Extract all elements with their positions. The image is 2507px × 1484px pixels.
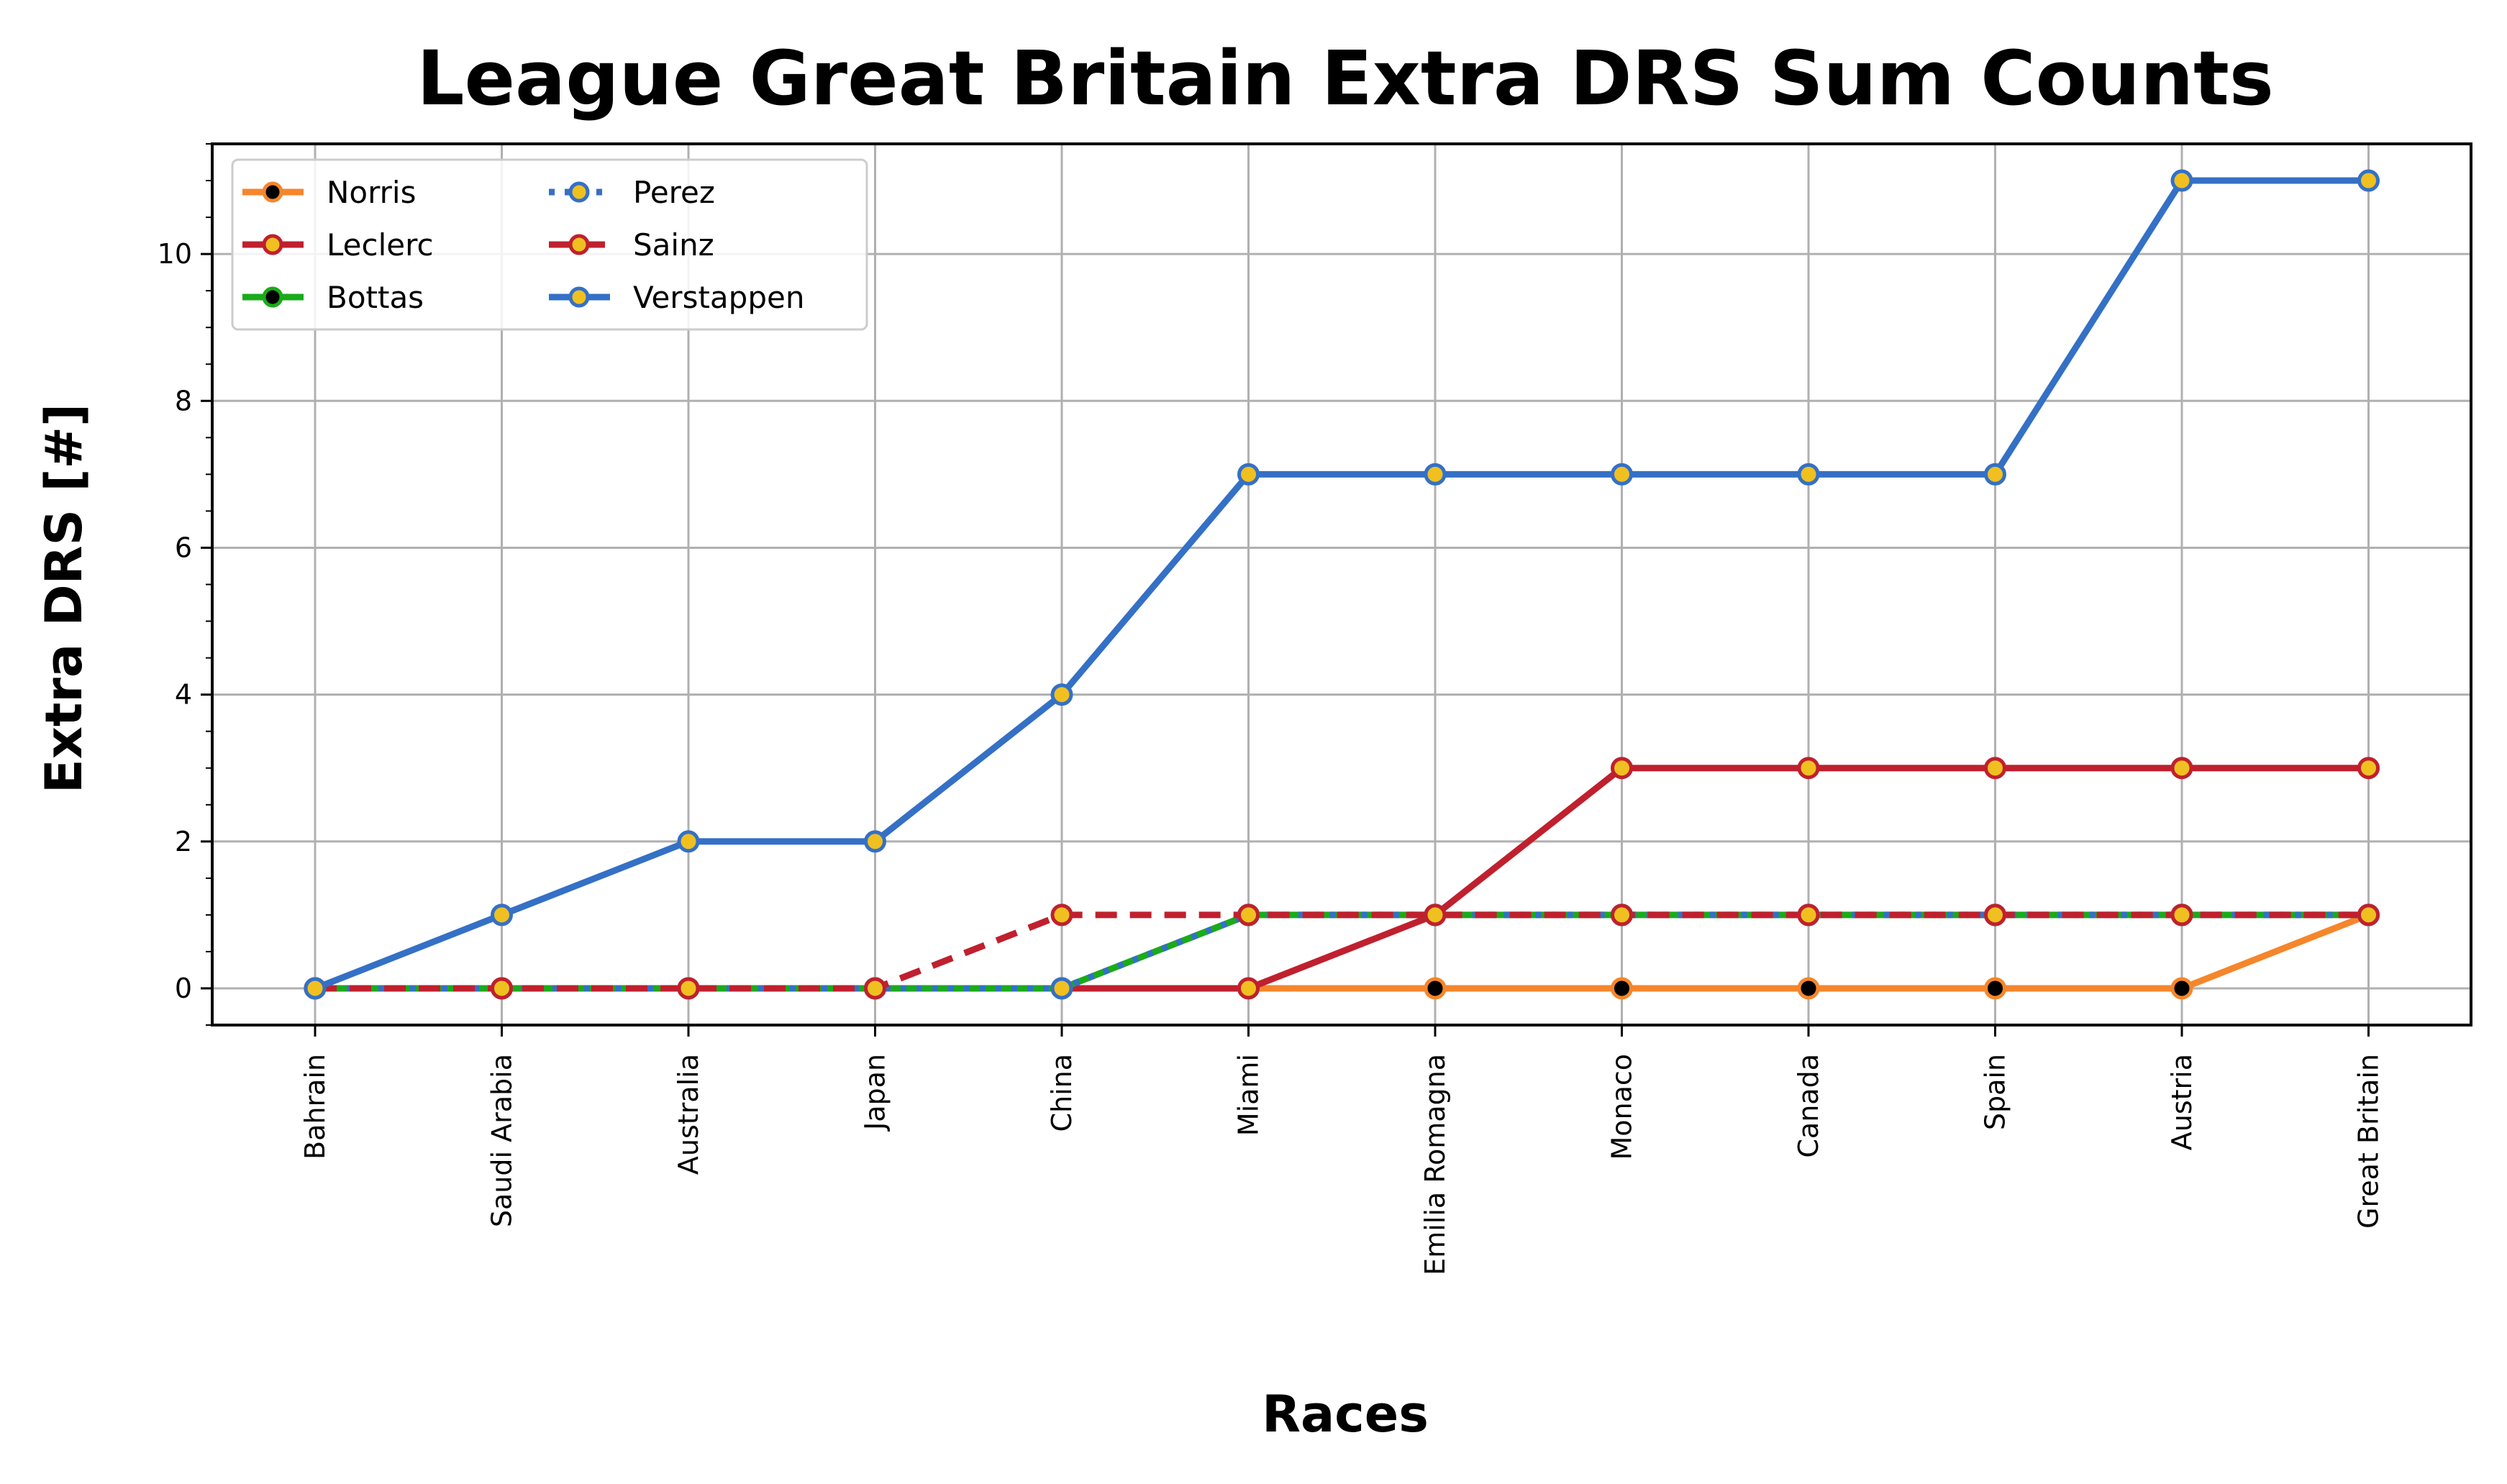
data-point-sainz xyxy=(1797,903,1820,927)
series-line-perez xyxy=(315,911,2369,992)
y-tick-label: 8 xyxy=(175,385,192,416)
data-point-leclerc xyxy=(1237,977,1260,1000)
data-point-perez xyxy=(1050,977,1073,1000)
data-point-verstappen xyxy=(1424,463,1447,486)
legend-label-perez: Perez xyxy=(633,175,715,210)
x-tick-label: Great Britain xyxy=(2353,1054,2385,1229)
legend-marker-perez xyxy=(568,181,590,203)
series-line-leclerc xyxy=(315,765,2369,992)
y-tick-label: 4 xyxy=(175,679,192,711)
data-point-verstappen xyxy=(1984,463,2006,486)
x-tick-label: Emilia Romagna xyxy=(1419,1054,1451,1275)
series-group xyxy=(304,169,2380,1000)
data-point-verstappen xyxy=(1237,463,1260,486)
data-point-sainz xyxy=(677,977,700,1000)
data-point-sainz xyxy=(1050,903,1073,927)
data-point-leclerc xyxy=(1797,757,1820,780)
data-point-verstappen xyxy=(677,830,700,853)
data-point-norris xyxy=(1797,977,1820,1000)
data-point-sainz xyxy=(1237,903,1260,927)
chart-title: League Great Britain Extra DRS Sum Count… xyxy=(417,35,2274,122)
series-line-verstappen xyxy=(314,177,2369,992)
legend-label-verstappen: Verstappen xyxy=(633,280,804,315)
y-tick-label: 2 xyxy=(175,826,192,857)
data-point-norris xyxy=(2170,977,2193,1000)
data-point-verstappen xyxy=(491,903,513,927)
y-axis-label: Extra DRS [#] xyxy=(35,404,94,793)
x-tick-label: Canada xyxy=(1793,1054,1824,1158)
legend-label-bottas: Bottas xyxy=(327,280,424,315)
data-point-leclerc xyxy=(1611,757,1633,780)
data-point-sainz xyxy=(1984,903,2006,927)
data-point-norris xyxy=(1984,977,2006,1000)
legend: Norris Leclerc Bottas Perez Sainz Verstappen xyxy=(231,158,868,331)
x-tick-label: Monaco xyxy=(1606,1054,1638,1160)
data-point-sainz xyxy=(1424,903,1447,927)
y-tick-label: 6 xyxy=(175,532,192,563)
data-point-sainz xyxy=(2170,903,2193,927)
x-axis-label: Races xyxy=(1262,1385,1429,1444)
data-point-verstappen xyxy=(2357,169,2380,192)
data-point-leclerc xyxy=(2357,757,2380,780)
data-point-verstappen xyxy=(1797,463,1820,486)
data-point-verstappen xyxy=(1611,463,1633,486)
data-point-sainz xyxy=(2357,903,2380,927)
data-point-verstappen xyxy=(304,977,327,1000)
data-point-sainz xyxy=(864,977,886,1000)
data-point-verstappen xyxy=(864,830,886,853)
data-point-verstappen xyxy=(2170,169,2193,192)
x-tick-label: China xyxy=(1046,1054,1078,1132)
x-tick-label: Spain xyxy=(1980,1054,2011,1130)
x-tick-label: Austria xyxy=(2166,1054,2198,1150)
x-tick-label: Miami xyxy=(1233,1054,1265,1136)
series-line-sainz xyxy=(315,911,2369,992)
data-point-leclerc xyxy=(1984,757,2006,780)
data-point-norris xyxy=(1424,977,1447,1000)
legend-marker-leclerc xyxy=(262,234,283,255)
legend-marker-sainz xyxy=(568,234,590,255)
legend-label-norris: Norris xyxy=(327,175,416,210)
data-point-leclerc xyxy=(2170,757,2193,780)
legend-marker-bottas xyxy=(262,286,283,308)
x-tick-label: Japan xyxy=(860,1054,891,1132)
x-tick-label: Bahrain xyxy=(299,1054,331,1160)
data-point-verstappen xyxy=(1050,683,1073,706)
x-tick-label: Saudi Arabia xyxy=(486,1054,518,1227)
data-point-sainz xyxy=(491,977,513,1000)
legend-marker-norris xyxy=(262,181,283,203)
y-tick-label: 0 xyxy=(175,973,192,1004)
axes: 0 2 4 6 8 10 Bahrain Saudi Arabia Australia Japan… xyxy=(158,142,2472,1275)
data-point-sainz xyxy=(1611,903,1633,927)
legend-label-leclerc: Leclerc xyxy=(327,227,434,263)
legend-label-sainz: Sainz xyxy=(633,227,714,263)
y-tick-label: 10 xyxy=(158,238,192,270)
legend-marker-verstappen xyxy=(568,286,590,308)
data-point-norris xyxy=(1611,977,1633,1000)
x-tick-label: Australia xyxy=(673,1054,704,1175)
